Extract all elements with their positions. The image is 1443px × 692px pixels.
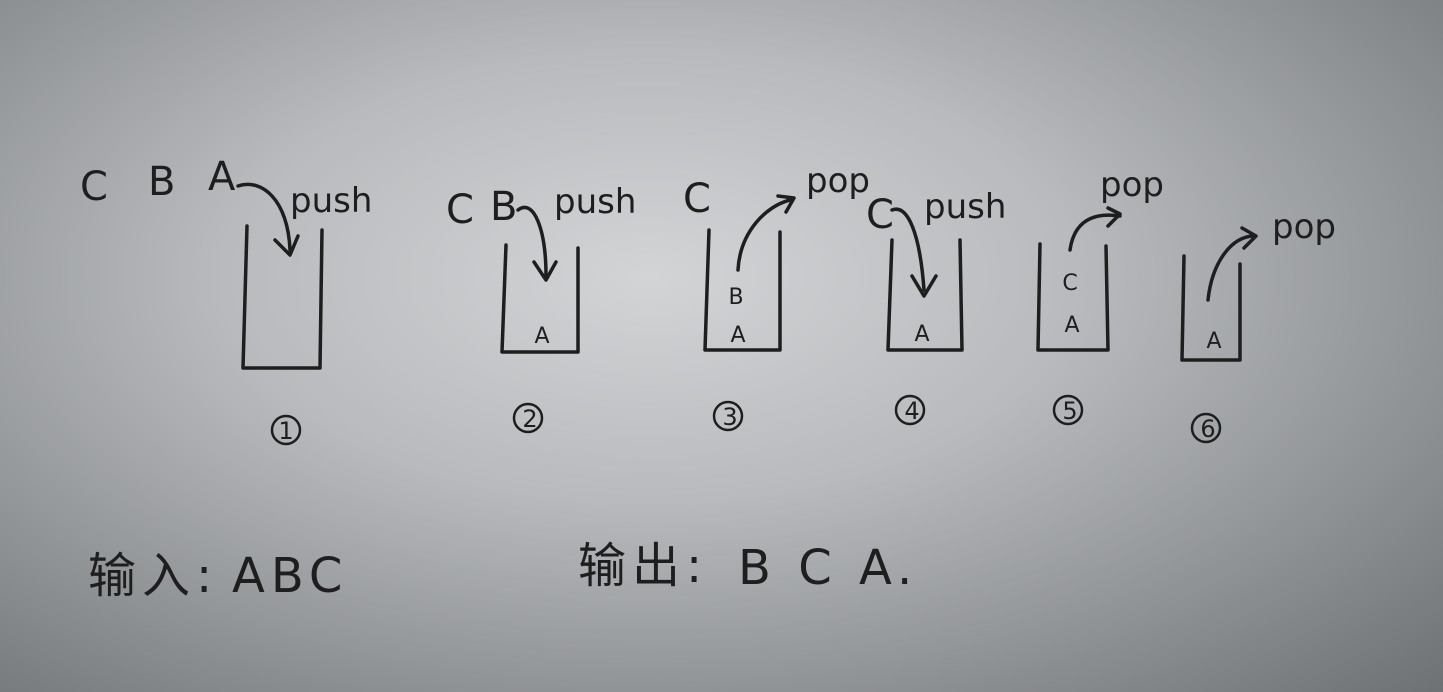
step-number: 1 bbox=[278, 417, 293, 445]
stack-cell: A bbox=[730, 323, 745, 348]
arrow-head-icon bbox=[1240, 226, 1258, 250]
queue-item-b: B bbox=[148, 159, 175, 205]
queue-item-a: A bbox=[208, 154, 236, 200]
operation-label: push bbox=[924, 187, 1006, 227]
step-3: C pop B A 3 bbox=[683, 161, 870, 432]
step-number: 5 bbox=[1062, 397, 1077, 425]
operation-label: pop bbox=[1100, 165, 1164, 205]
push-arrow-icon bbox=[890, 207, 926, 292]
step-number-circle bbox=[712, 400, 744, 432]
operation-label: push bbox=[554, 182, 636, 222]
arrow-head-icon bbox=[532, 260, 558, 282]
queue-item-c: C bbox=[80, 164, 108, 210]
stack-container bbox=[1180, 254, 1242, 362]
step-number-circle bbox=[1190, 412, 1222, 444]
operation-label: pop bbox=[1272, 207, 1336, 247]
step-2: C B push A 2 bbox=[446, 182, 636, 434]
stack-cell: C bbox=[1062, 271, 1077, 296]
queue-item-c: C bbox=[866, 192, 894, 238]
arrow-head-icon bbox=[1106, 206, 1122, 228]
pop-arrow-icon bbox=[1206, 234, 1256, 302]
stack-container bbox=[703, 228, 782, 352]
arrow-head-icon bbox=[273, 234, 300, 257]
stack-cell: A bbox=[1064, 313, 1079, 338]
step-4: C push A 4 bbox=[866, 187, 1006, 426]
stack-container bbox=[241, 224, 324, 370]
stack-cell: B bbox=[728, 285, 743, 310]
step-number-circle bbox=[1052, 394, 1084, 426]
queue-item-b: B bbox=[490, 184, 517, 230]
stack-container bbox=[886, 238, 964, 352]
pop-arrow-icon bbox=[1068, 213, 1122, 252]
input-value: ABC bbox=[232, 548, 348, 604]
arrow-head-icon bbox=[910, 274, 938, 298]
operation-label: push bbox=[290, 181, 372, 221]
arrow-head-icon bbox=[776, 194, 796, 214]
stack-container bbox=[1036, 242, 1110, 352]
queue-item-c: C bbox=[683, 176, 711, 222]
step-number: 2 bbox=[522, 405, 537, 433]
step-number-circle bbox=[270, 414, 302, 446]
step-6: pop A 6 bbox=[1180, 207, 1336, 444]
step-number-circle bbox=[894, 394, 926, 426]
stack-container bbox=[500, 243, 580, 354]
push-arrow-icon bbox=[236, 182, 292, 252]
summary: 输入: ABC 输出: B C A. bbox=[88, 538, 918, 604]
stack-cell: A bbox=[1206, 329, 1221, 354]
queue-item-c: C bbox=[446, 187, 474, 233]
output-label: 输出: bbox=[578, 538, 708, 594]
step-number: 6 bbox=[1200, 415, 1215, 443]
pop-arrow-icon bbox=[736, 198, 792, 272]
input-label: 输入: bbox=[88, 548, 218, 604]
step-1: C B A push 1 bbox=[80, 154, 372, 446]
step-number-circle bbox=[512, 402, 544, 434]
output-value: B C A. bbox=[738, 540, 918, 596]
push-arrow-icon bbox=[516, 205, 548, 278]
operation-label: pop bbox=[806, 161, 870, 201]
step-5: pop C A 5 bbox=[1036, 165, 1164, 426]
step-number: 4 bbox=[904, 397, 919, 425]
stack-cell: A bbox=[914, 322, 929, 347]
step-number: 3 bbox=[722, 403, 737, 431]
stack-cell: A bbox=[534, 324, 549, 349]
